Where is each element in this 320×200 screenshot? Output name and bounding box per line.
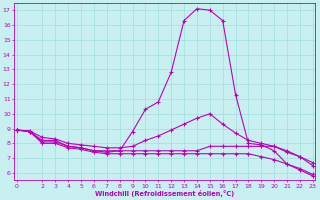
X-axis label: Windchill (Refroidissement éolien,°C): Windchill (Refroidissement éolien,°C): [95, 190, 234, 197]
